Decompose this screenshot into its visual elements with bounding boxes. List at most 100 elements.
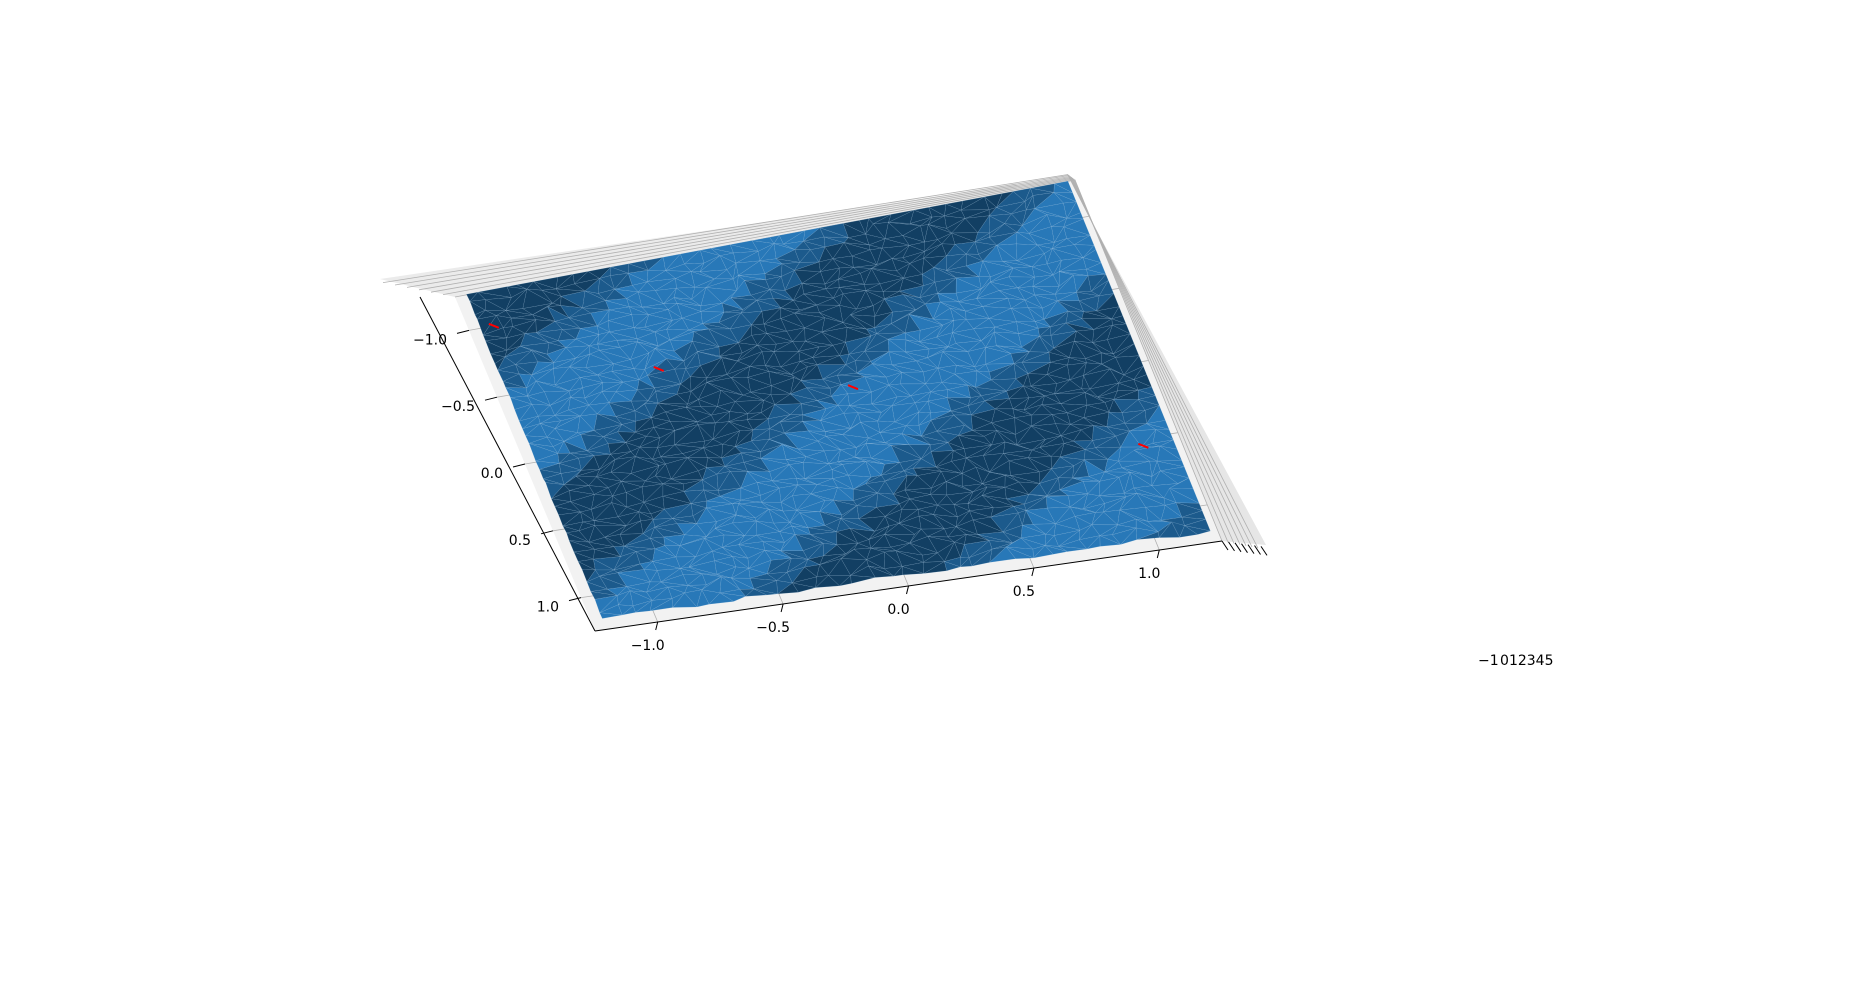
- surface-facet: [985, 345, 1011, 354]
- surface-facet: [700, 357, 723, 379]
- surface-facet: [909, 542, 938, 556]
- surface-facet: [602, 436, 626, 444]
- surface-facet: [1118, 460, 1150, 469]
- surface-facet: [866, 547, 886, 560]
- surface-facet: [875, 323, 906, 334]
- surface-facet: [1005, 546, 1034, 559]
- surface-facet: [836, 487, 854, 502]
- surface-facet: [1024, 299, 1043, 309]
- surface-facet: [812, 345, 834, 358]
- surface-facet: [575, 334, 600, 347]
- surface-facet: [1091, 524, 1119, 536]
- surface-facet: [594, 525, 627, 538]
- surface-facet: [577, 561, 596, 571]
- surface-facet: [904, 487, 932, 495]
- surface-facet: [539, 469, 562, 480]
- surface-facet: [504, 350, 532, 365]
- surface-facet: [1051, 414, 1071, 425]
- surface-facet: [577, 558, 596, 571]
- surface-facet: [842, 220, 867, 235]
- surface-facet: [569, 353, 590, 368]
- surface-facet: [921, 274, 936, 287]
- surface-facet: [1083, 493, 1101, 510]
- surface-facet: [1083, 362, 1103, 376]
- surface-facet: [816, 297, 841, 306]
- surface-facet: [924, 239, 943, 252]
- surface-facet: [930, 410, 952, 421]
- surface-facet: [1184, 525, 1211, 535]
- surface-facet: [1015, 425, 1032, 446]
- surface-facet: [676, 302, 702, 319]
- surface-facet: [1081, 318, 1113, 330]
- surface-facet: [1013, 363, 1029, 380]
- surface-facet: [619, 533, 644, 547]
- surface-facet: [909, 257, 924, 275]
- surface-facet: [799, 511, 826, 526]
- surface-facet: [1084, 459, 1106, 477]
- surface-facet: [819, 553, 846, 565]
- surface-facet: [585, 363, 614, 376]
- surface-facet: [737, 344, 763, 362]
- surface-facet: [842, 434, 870, 448]
- surface-facet: [910, 391, 931, 404]
- surface-facet: [1008, 276, 1036, 289]
- surface-facet: [1109, 368, 1125, 384]
- surface-facet: [873, 213, 892, 225]
- surface-facet: [1072, 440, 1093, 450]
- surface-facet: [843, 242, 871, 257]
- surface-facet: [531, 361, 555, 376]
- surface-facet: [896, 263, 911, 279]
- surface-facet: [930, 442, 948, 452]
- surface-facet: [593, 520, 627, 526]
- surface-facet: [1181, 510, 1206, 520]
- surface-facet: [615, 389, 638, 402]
- surface-facet: [655, 463, 672, 480]
- surface-facet: [904, 339, 930, 353]
- surface-facet: [1137, 399, 1160, 411]
- surface-facet: [955, 277, 983, 294]
- surface-facet: [1145, 505, 1166, 521]
- surface-facet: [1133, 379, 1153, 391]
- x-tick-label: 0.5: [1013, 584, 1035, 600]
- surface-facet: [819, 499, 834, 512]
- surface-facet: [1069, 375, 1084, 390]
- surface-facet: [761, 351, 775, 367]
- surface-facet: [589, 345, 600, 355]
- surface-facet: [735, 503, 757, 519]
- surface-facet: [803, 227, 820, 242]
- red-marker: [488, 322, 500, 329]
- surface-facet: [847, 391, 872, 406]
- surface-facet: [1021, 336, 1040, 352]
- surface-facet: [990, 267, 1014, 283]
- surface-facet: [531, 403, 551, 417]
- surface-facet: [870, 547, 897, 553]
- surface-facet: [903, 294, 926, 305]
- surface-facet: [1032, 192, 1055, 209]
- surface-facet: [546, 302, 561, 308]
- surface-facet: [780, 414, 803, 423]
- surface-facet: [689, 365, 708, 379]
- surface-facet: [951, 319, 974, 333]
- surface-facet: [1101, 363, 1124, 376]
- surface-facet: [756, 299, 781, 312]
- surface-facet: [584, 382, 603, 399]
- surface-facet: [644, 320, 673, 333]
- surface-facet: [1065, 322, 1094, 332]
- surface-facet: [1081, 374, 1091, 390]
- surface-facet: [1088, 471, 1106, 482]
- surface-facet: [526, 395, 551, 406]
- surface-facet: [1063, 226, 1091, 239]
- surface-facet: [569, 490, 595, 502]
- surface-facet: [780, 495, 797, 511]
- surface-facet: [789, 403, 803, 416]
- surface-facet: [662, 496, 692, 510]
- z-gridline: [430, 177, 1235, 544]
- surface-facet: [1046, 362, 1069, 375]
- surface-facet: [629, 590, 653, 607]
- surface-facet: [714, 514, 737, 529]
- z-gridline: [382, 174, 1259, 549]
- surface-facet: [884, 534, 916, 544]
- surface-facet: [747, 399, 765, 414]
- surface-facet: [1129, 471, 1153, 489]
- surface-facet: [1027, 373, 1048, 387]
